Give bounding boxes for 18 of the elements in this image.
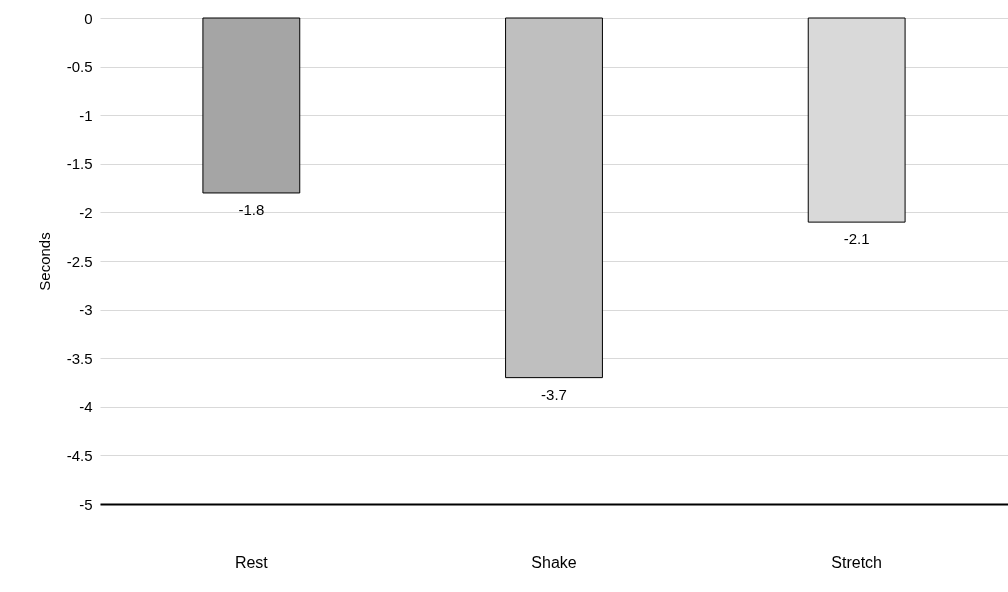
data-label: -1.8	[238, 200, 265, 218]
y-tick-label: -4.5	[66, 446, 93, 464]
x-tick-label: Rest	[234, 553, 269, 571]
data-label: -3.7	[541, 385, 567, 403]
y-tick-label: -3	[79, 301, 93, 319]
y-tick-label: -3.5	[66, 349, 93, 367]
y-tick-label: -4	[79, 398, 93, 416]
x-tick-label: Shake	[531, 553, 577, 571]
y-tick-label: -1.5	[66, 155, 93, 173]
y-tick-label: 0	[84, 9, 93, 27]
y-tick-label: -1	[79, 106, 93, 124]
data-label: -2.1	[843, 230, 870, 248]
y-tick-label: -0.5	[66, 58, 93, 76]
x-tick-label: Stretch	[831, 553, 883, 571]
y-tick-label: -5	[79, 495, 93, 513]
y-axis-title: Seconds	[35, 232, 53, 291]
y-tick-label: -2.5	[66, 252, 93, 270]
y-tick-label: -2	[79, 203, 93, 221]
